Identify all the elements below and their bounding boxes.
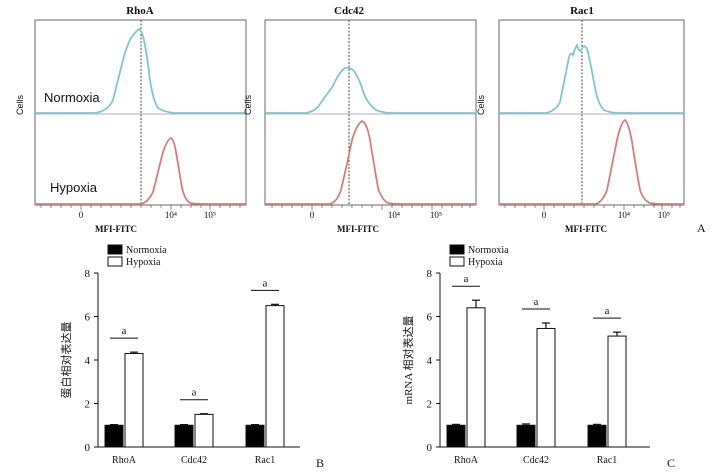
xlabel-mfi: MFI-FITC	[95, 224, 137, 234]
legend-label: Normoxia	[468, 245, 509, 256]
y-tick-label: 8	[85, 268, 91, 280]
xtick-label: 10⁴	[388, 210, 400, 220]
y-tick-label: 0	[427, 442, 433, 454]
bar-charts: 02468蛋白相对表达量NormoxiaHypoxiaaRhoAaCdc42aR…	[59, 244, 675, 470]
bar-hypoxia	[265, 305, 285, 448]
ylabel-cells: Cells	[476, 95, 486, 116]
histogram-panels: RhoA Cells Normoxia Hypoxia 0 10⁴ 10⁵ MF…	[15, 5, 706, 235]
bar-hypoxia	[607, 335, 627, 448]
bar-normoxia	[245, 424, 265, 448]
bar-hypoxia	[124, 352, 144, 448]
hypoxia-curve	[35, 136, 246, 205]
x-tick-label: Cdc42	[181, 455, 207, 466]
significance-label: a	[464, 273, 469, 285]
histogram-title-rhoa: RhoA	[126, 5, 154, 17]
histogram-rac1: Rac1 Cells 0 10⁴ 10⁵ MFI-FITC	[476, 5, 685, 234]
significance-label: a	[122, 325, 127, 337]
xtick-label: 0	[310, 210, 315, 220]
hypoxia-label: Hypoxia	[50, 180, 98, 195]
xlabel-mfi: MFI-FITC	[337, 224, 379, 234]
histogram-rhoa: RhoA Cells Normoxia Hypoxia 0 10⁴ 10⁵ MF…	[15, 5, 247, 234]
y-tick-label: 4	[85, 355, 91, 367]
xtick-label: 10⁴	[165, 210, 177, 220]
x-tick-label: RhoA	[454, 455, 479, 466]
normoxia-label: Normoxia	[44, 90, 100, 105]
y-tick-label: 2	[427, 399, 433, 411]
x-tick-label: RhoA	[112, 455, 137, 466]
x-tick-label: Cdc42	[523, 455, 549, 466]
y-tick-label: 2	[85, 399, 91, 411]
xtick-label: 10⁵	[430, 210, 442, 220]
histogram-title-cdc42: Cdc42	[334, 5, 364, 17]
legend-swatch	[449, 244, 465, 255]
xtick-label: 10⁴	[618, 210, 630, 220]
bar-hypoxia	[194, 413, 214, 448]
bar-normoxia	[516, 424, 536, 448]
histogram-title-rac1: Rac1	[570, 5, 594, 17]
normoxia-curve	[265, 66, 476, 114]
minor-ticks	[271, 205, 471, 210]
panel-letter-c: C	[667, 456, 675, 470]
xlabel-mfi: MFI-FITC	[565, 224, 607, 234]
legend-swatch	[449, 256, 465, 267]
y-tick-label: 0	[85, 442, 91, 454]
bar-normoxia	[104, 424, 124, 448]
legend-swatch	[107, 244, 123, 255]
significance-label: a	[605, 305, 610, 317]
panel-letter-a: A	[697, 221, 706, 235]
bar-normoxia	[587, 424, 607, 448]
y-axis-label: mRNA 相对表达量	[401, 316, 415, 405]
xtick-label: 0	[542, 210, 547, 220]
significance-label: a	[192, 387, 197, 399]
x-tick-label: Rac1	[255, 455, 276, 466]
hypoxia-curve	[499, 118, 684, 205]
significance-label: a	[263, 277, 268, 289]
y-axis-label: 蛋白相对表达量	[59, 322, 73, 399]
ylabel-cells: Cells	[243, 95, 253, 116]
xtick-label: 10⁵	[658, 210, 670, 220]
bar-normoxia	[174, 424, 194, 448]
hypoxia-curve	[265, 119, 476, 205]
y-tick-label: 8	[427, 268, 433, 280]
significance-label: a	[534, 296, 539, 308]
legend-label: Hypoxia	[468, 257, 503, 268]
bar-hypoxia	[536, 327, 556, 448]
y-tick-label: 6	[85, 312, 91, 324]
bar-normoxia	[446, 424, 466, 448]
minor-ticks	[504, 205, 681, 210]
panel-letter-b: B	[316, 456, 324, 470]
legend-label: Hypoxia	[126, 257, 161, 268]
legend-swatch	[107, 256, 123, 267]
y-tick-label: 6	[427, 312, 433, 324]
minor-ticks	[40, 205, 241, 210]
bar-hypoxia	[466, 307, 486, 448]
legend-label: Normoxia	[126, 245, 167, 256]
normoxia-curve	[499, 42, 684, 114]
y-tick-label: 4	[427, 355, 433, 367]
normoxia-curve	[35, 27, 246, 114]
histogram-cdc42: Cdc42 Cells 0 10⁴ 10⁵ MFI-FITC	[243, 5, 477, 234]
ylabel-cells: Cells	[15, 95, 25, 116]
xtick-label: 10⁵	[204, 210, 216, 220]
xtick-label: 0	[79, 210, 84, 220]
x-tick-label: Rac1	[597, 455, 618, 466]
